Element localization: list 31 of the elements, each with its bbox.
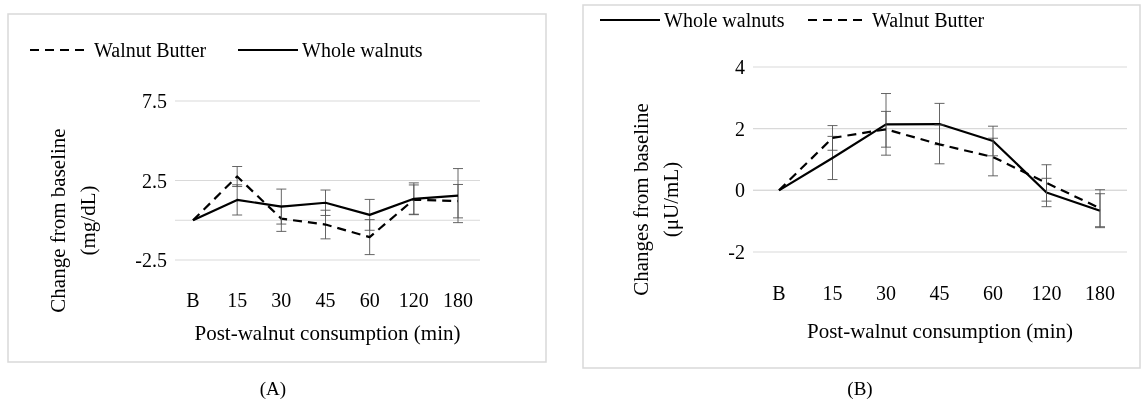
legend-label: Walnut Butter (94, 39, 207, 61)
x-tick-label: 15 (822, 282, 843, 304)
legend-label: Walnut Butter (872, 9, 985, 31)
x-tick-label: 30 (876, 282, 896, 304)
x-tick-label: 30 (271, 289, 292, 311)
x-tick-label: 120 (1031, 282, 1062, 304)
y-tick-label: -2 (728, 241, 745, 263)
x-tick-label: 45 (315, 289, 336, 311)
y-tick-label: 4 (735, 56, 745, 78)
x-tick-label: 180 (1085, 282, 1115, 304)
y-tick-label: 2 (735, 117, 745, 140)
x-tick-label: 180 (443, 289, 473, 311)
text: (B) (847, 378, 873, 400)
x-tick-label: 45 (929, 282, 950, 304)
legend-label: Whole walnuts (302, 39, 423, 61)
y-tick-label: 2.5 (142, 169, 167, 192)
x-tick-label: 15 (227, 289, 248, 311)
x-tick-label: B (772, 282, 786, 304)
text: (A) (259, 378, 287, 400)
x-tick-label: 120 (398, 289, 429, 311)
x-axis-title: Post-walnut consumption (min) (194, 321, 461, 345)
y-tick-label: 7.5 (142, 90, 167, 112)
x-tick-label: 60 (983, 282, 1003, 304)
x-axis-title: Post-walnut consumption (min) (807, 319, 1073, 343)
x-tick-label: 60 (359, 289, 380, 311)
y-axis-title: Change from baseline (mg/dL) (46, 128, 100, 313)
x-tick-label: B (186, 289, 200, 311)
y-tick-label: 0 (735, 179, 745, 202)
legend-label: Whole walnuts (664, 9, 785, 31)
y-tick-label: -2.5 (135, 249, 167, 271)
y-axis-title: Changes from baseline (μU/mL) (629, 103, 683, 296)
